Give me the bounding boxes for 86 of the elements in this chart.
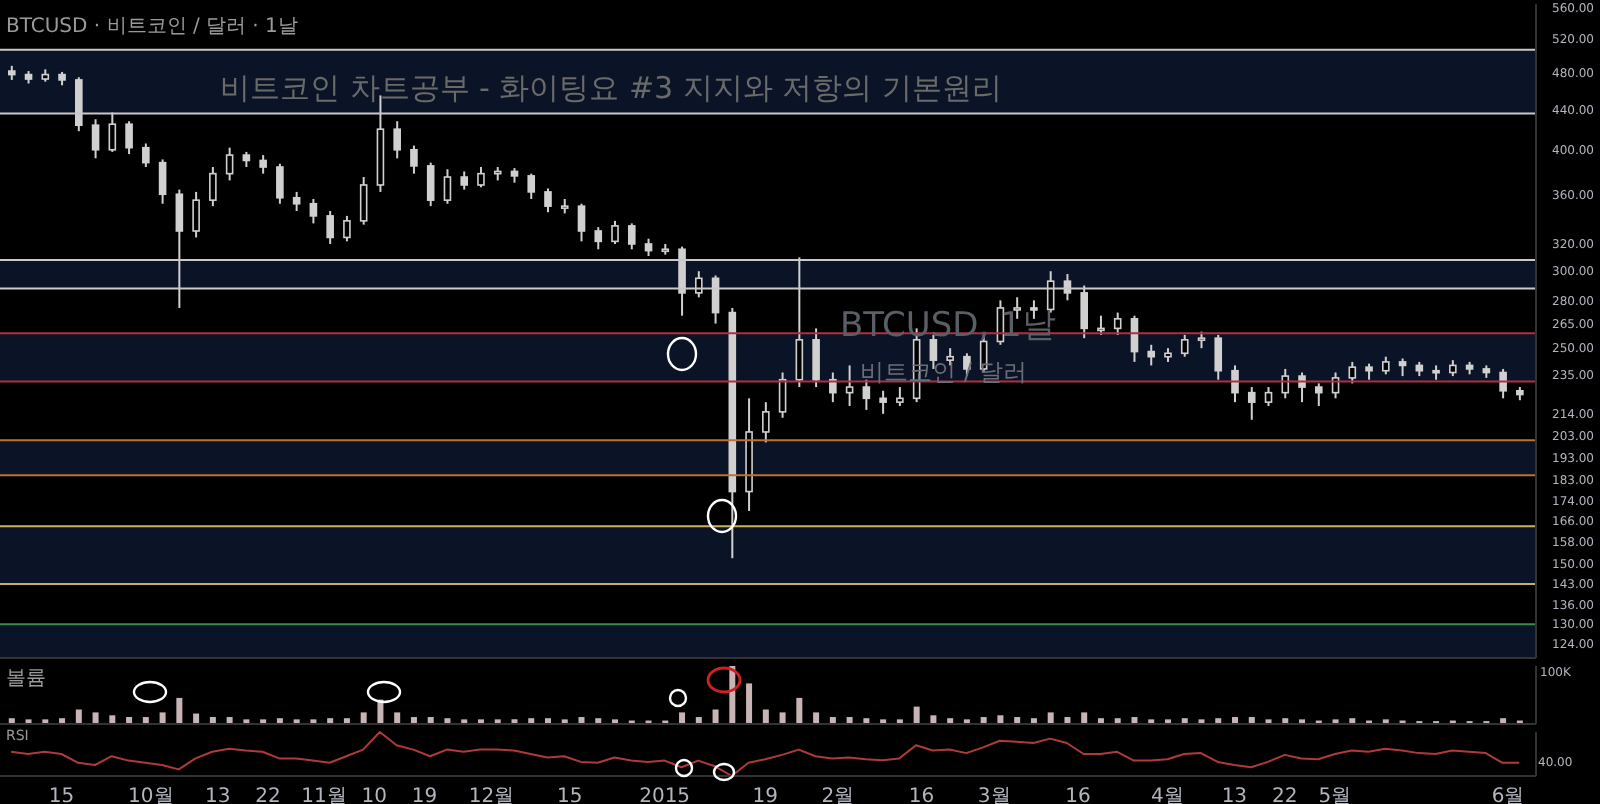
candlestick	[1348, 360, 1357, 385]
x-tick-label: 15	[48, 786, 75, 804]
bar	[679, 712, 686, 724]
candlestick	[577, 202, 586, 243]
x-tick-label: 19	[752, 786, 778, 804]
x-tick-label: 13	[205, 786, 231, 804]
candlestick	[1180, 333, 1189, 358]
candlestick	[443, 168, 452, 205]
candlestick	[343, 214, 351, 243]
candlestick	[1264, 386, 1273, 407]
candlestick	[611, 219, 619, 245]
candlestick	[879, 389, 887, 415]
candlestick	[158, 158, 167, 205]
x-tick-label: 6월	[1491, 786, 1525, 804]
candlestick	[1247, 386, 1256, 421]
candlestick	[393, 120, 401, 160]
x-tick-label: 16	[908, 786, 935, 804]
bar	[930, 715, 937, 724]
candlestick	[91, 118, 100, 160]
bar	[796, 697, 803, 724]
candlestick	[477, 166, 485, 189]
bar	[159, 712, 166, 724]
x-tick-label: 16	[1065, 786, 1091, 804]
x-tick-label: 5월	[1318, 786, 1352, 804]
candlestick	[460, 170, 469, 191]
text: 비트코인 차트공부 - 화이팅요 #3 지지와 저항의 기본원리	[220, 68, 1002, 108]
candlestick	[359, 176, 368, 226]
candlestick	[845, 364, 854, 407]
bar	[1047, 712, 1054, 724]
candlestick	[762, 401, 770, 444]
x-tick-label: 2015	[639, 786, 691, 804]
candlestick	[1314, 382, 1323, 407]
candlestick	[209, 166, 217, 208]
x-tick-label: 12월	[468, 786, 515, 804]
x-tick-label: 2월	[821, 786, 855, 804]
bar	[394, 712, 401, 724]
candlestick	[125, 120, 133, 156]
bar	[360, 712, 367, 724]
bar	[762, 709, 769, 724]
annotation: 볼륨	[6, 666, 46, 692]
candlestick	[426, 161, 435, 208]
candlestick	[1113, 311, 1122, 336]
bar	[176, 697, 183, 724]
x-tick-label: 15	[556, 786, 583, 804]
bar	[92, 712, 99, 724]
bar	[712, 709, 719, 724]
candlestick	[1147, 343, 1156, 367]
x-tick-label: 22	[1271, 786, 1298, 804]
bar	[913, 706, 920, 724]
bar	[75, 709, 82, 724]
candlestick	[544, 187, 552, 214]
candlestick	[594, 226, 603, 251]
candlestick	[812, 327, 820, 389]
candlestick	[225, 146, 234, 182]
text: BTCUSD · 비트코인 / 달러 · 1날	[6, 14, 298, 40]
x-tick-label: 3월	[977, 786, 1011, 804]
candlestick	[326, 210, 334, 245]
candlestick	[1499, 367, 1507, 400]
x-tick-label: 11월	[301, 786, 347, 804]
candlestick	[1298, 371, 1306, 404]
candlestick	[309, 197, 318, 225]
x-tick-label: 22	[255, 786, 281, 804]
candlestick	[410, 144, 418, 175]
candlestick	[192, 190, 200, 239]
candlestick	[142, 142, 150, 169]
x-tick-label: 10월	[128, 786, 174, 804]
bar	[813, 712, 820, 724]
candlestick	[896, 386, 904, 407]
bar	[109, 715, 116, 724]
candlestick	[627, 222, 636, 251]
candlestick	[527, 172, 536, 200]
bar	[1081, 712, 1088, 724]
candlestick	[1231, 364, 1239, 404]
candlestick	[1281, 367, 1290, 400]
candlestick	[1214, 333, 1223, 381]
x-tick-label: 13	[1221, 786, 1248, 804]
candlestick	[292, 190, 301, 212]
bar	[997, 715, 1004, 724]
candlestick	[259, 154, 267, 175]
candlestick	[276, 162, 284, 205]
bar	[779, 712, 786, 724]
x-tick-label: 10	[361, 786, 387, 804]
x-tick-label: 4월	[1150, 786, 1184, 804]
bar	[746, 683, 753, 724]
x-tick-label: 19	[411, 786, 438, 804]
candlestick	[1097, 314, 1105, 336]
